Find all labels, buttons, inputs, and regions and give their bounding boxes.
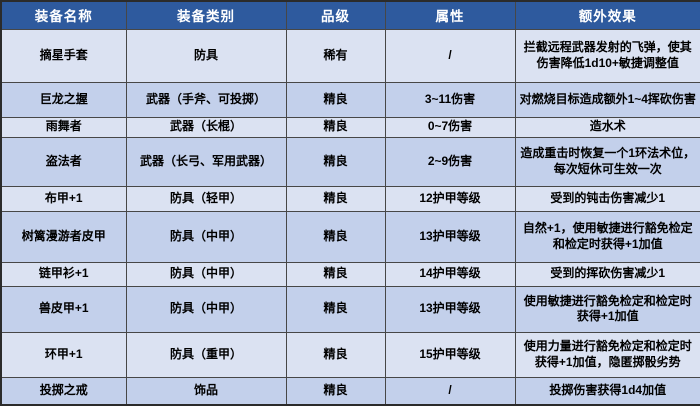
cell-attribute: 12护甲等级 [384, 185, 516, 212]
cell-extra-effect: 使用力量进行豁免检定和检定时获得+1加值，隐匿掷骰劣势 [514, 331, 700, 378]
equipment-table-header: 装备名称 装备类别 品级 属性 额外效果 [0, 0, 700, 30]
cell-grade: 精良 [285, 331, 386, 378]
cell-equipment-name: 摘星手套 [0, 28, 127, 83]
table-row: 摘星手套 防具 稀有 / 拦截远程武器发射的飞弹，使其伤害降低1d10+敏捷调整… [0, 28, 700, 83]
column-header-effect: 额外效果 [514, 0, 700, 30]
table-row: 兽皮甲+1 防具（中甲） 精良 13护甲等级 使用敏捷进行豁免检定和检定时获得+… [0, 285, 700, 333]
cell-equipment-category: 武器（长弓、军用武器） [125, 136, 287, 187]
cell-equipment-name: 环甲+1 [0, 331, 127, 378]
cell-equipment-category: 防具 [125, 28, 287, 83]
table-row: 雨舞者 武器（长棍） 精良 0~7伤害 造水术 [0, 116, 700, 138]
table-row: 投掷之戒 饰品 精良 / 投掷伤害获得1d4加值 [0, 376, 700, 406]
cell-equipment-name: 兽皮甲+1 [0, 285, 127, 333]
cell-attribute: / [384, 28, 516, 83]
cell-grade: 精良 [285, 376, 386, 406]
cell-equipment-category: 武器（长棍） [125, 116, 287, 138]
cell-attribute: 14护甲等级 [384, 261, 516, 287]
cell-equipment-name: 盗法者 [0, 136, 127, 187]
cell-equipment-category: 防具（轻甲） [125, 185, 287, 212]
table-row: 链甲衫+1 防具（中甲） 精良 14护甲等级 受到的挥砍伤害减少1 [0, 261, 700, 287]
table-row: 盗法者 武器（长弓、军用武器） 精良 2~9伤害 造成重击时恢复一个1环法术位，… [0, 136, 700, 187]
header-row: 装备名称 装备类别 品级 属性 额外效果 [0, 0, 700, 30]
cell-equipment-name: 布甲+1 [0, 185, 127, 212]
cell-equipment-name: 树篱漫游者皮甲 [0, 210, 127, 263]
cell-attribute: 3~11伤害 [384, 81, 516, 118]
cell-equipment-name: 雨舞者 [0, 116, 127, 138]
cell-equipment-category: 防具（中甲） [125, 261, 287, 287]
table-row: 树篱漫游者皮甲 防具（中甲） 精良 13护甲等级 自然+1，使用敏捷进行豁免检定… [0, 210, 700, 263]
table-row: 环甲+1 防具（重甲） 精良 15护甲等级 使用力量进行豁免检定和检定时获得+1… [0, 331, 700, 378]
cell-extra-effect: 造成重击时恢复一个1环法术位，每次短休可生效一次 [514, 136, 700, 187]
cell-grade: 精良 [285, 285, 386, 333]
cell-grade: 精良 [285, 185, 386, 212]
cell-attribute: 13护甲等级 [384, 210, 516, 263]
cell-extra-effect: 对燃烧目标造成额外1~4挥砍伤害 [514, 81, 700, 118]
cell-equipment-name: 投掷之戒 [0, 376, 127, 406]
cell-attribute: 13护甲等级 [384, 285, 516, 333]
cell-grade: 精良 [285, 116, 386, 138]
cell-grade: 精良 [285, 261, 386, 287]
equipment-table-body: 摘星手套 防具 稀有 / 拦截远程武器发射的飞弹，使其伤害降低1d10+敏捷调整… [0, 28, 700, 406]
cell-equipment-category: 防具（重甲） [125, 331, 287, 378]
cell-extra-effect: 拦截远程武器发射的飞弹，使其伤害降低1d10+敏捷调整值 [514, 28, 700, 83]
cell-extra-effect: 投掷伤害获得1d4加值 [514, 376, 700, 406]
cell-equipment-category: 武器（手斧、可投掷） [125, 81, 287, 118]
cell-attribute: / [384, 376, 516, 406]
table-row: 巨龙之握 武器（手斧、可投掷） 精良 3~11伤害 对燃烧目标造成额外1~4挥砍… [0, 81, 700, 118]
cell-extra-effect: 受到的钝击伤害减少1 [514, 185, 700, 212]
cell-equipment-name: 链甲衫+1 [0, 261, 127, 287]
cell-attribute: 15护甲等级 [384, 331, 516, 378]
table-row: 布甲+1 防具（轻甲） 精良 12护甲等级 受到的钝击伤害减少1 [0, 185, 700, 212]
cell-grade: 稀有 [285, 28, 386, 83]
cell-extra-effect: 造水术 [514, 116, 700, 138]
column-header-grade: 品级 [285, 0, 386, 30]
cell-equipment-category: 饰品 [125, 376, 287, 406]
cell-equipment-category: 防具（中甲） [125, 285, 287, 333]
cell-extra-effect: 使用敏捷进行豁免检定和检定时获得+1加值 [514, 285, 700, 333]
column-header-category: 装备类别 [125, 0, 287, 30]
column-header-attribute: 属性 [384, 0, 516, 30]
cell-extra-effect: 受到的挥砍伤害减少1 [514, 261, 700, 287]
cell-attribute: 2~9伤害 [384, 136, 516, 187]
cell-equipment-name: 巨龙之握 [0, 81, 127, 118]
column-header-name: 装备名称 [0, 0, 127, 30]
cell-grade: 精良 [285, 81, 386, 118]
cell-equipment-category: 防具（中甲） [125, 210, 287, 263]
cell-attribute: 0~7伤害 [384, 116, 516, 138]
cell-grade: 精良 [285, 210, 386, 263]
cell-extra-effect: 自然+1，使用敏捷进行豁免检定和检定时获得+1加值 [514, 210, 700, 263]
cell-grade: 精良 [285, 136, 386, 187]
